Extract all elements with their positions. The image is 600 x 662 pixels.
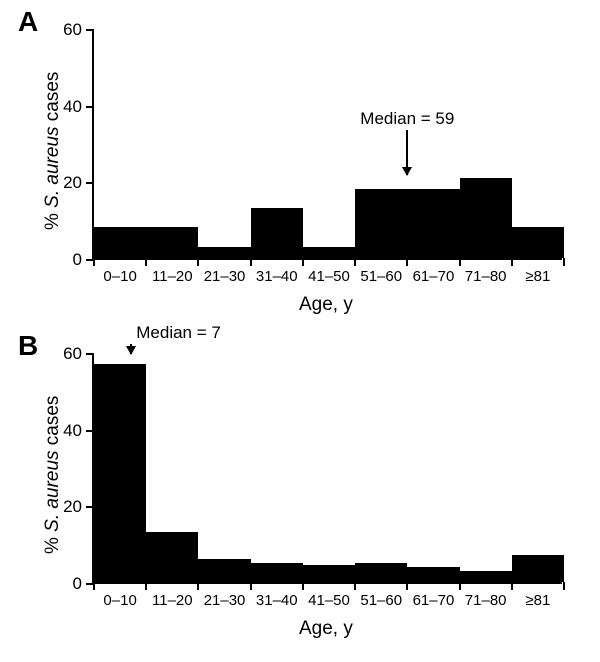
panel-a-y-axis-label: % S. aureus cases [42, 72, 64, 230]
x-tick [563, 258, 565, 266]
median-annotation: Median = 59 [360, 109, 454, 129]
bar [355, 189, 407, 258]
y-tick-label: 20 [63, 173, 82, 193]
x-tick [250, 582, 252, 590]
x-tick-label: 51–60 [360, 592, 402, 609]
x-tick [511, 258, 513, 266]
x-tick-label: ≥81 [525, 268, 550, 285]
bar [512, 555, 564, 582]
x-tick [563, 582, 565, 590]
y-label-italic: S. aureus [42, 126, 63, 207]
bar [146, 532, 198, 582]
median-arrow-icon [406, 130, 408, 176]
x-tick [93, 582, 95, 590]
panel-a-plot-area: % S. aureus cases Age, y 02040600–1011–2… [92, 30, 562, 260]
x-tick [197, 582, 199, 590]
x-tick-label: 0–10 [103, 268, 136, 285]
x-tick-label: 71–80 [465, 268, 507, 285]
y-label-prefix: % [42, 532, 63, 554]
x-tick [406, 582, 408, 590]
bar [251, 208, 303, 258]
y-tick-label: 20 [63, 497, 82, 517]
y-tick [86, 353, 94, 355]
x-tick [197, 258, 199, 266]
x-tick-label: 31–40 [256, 592, 298, 609]
panel-b-plot-area: % S. aureus cases Age, y 02040600–1011–2… [92, 354, 562, 584]
bar [460, 178, 512, 259]
x-tick [459, 258, 461, 266]
bar [407, 567, 459, 582]
bar [512, 227, 564, 258]
y-tick [86, 430, 94, 432]
panel-b-y-axis-label: % S. aureus cases [42, 396, 64, 554]
x-tick [354, 258, 356, 266]
y-tick [86, 182, 94, 184]
x-tick [406, 258, 408, 266]
bar [251, 563, 303, 582]
x-tick-label: 51–60 [360, 268, 402, 285]
y-label-suffix: cases [42, 396, 63, 451]
x-tick [145, 258, 147, 266]
x-tick-label: 0–10 [103, 592, 136, 609]
x-tick-label: 71–80 [465, 592, 507, 609]
x-tick [250, 258, 252, 266]
median-annotation: Median = 7 [136, 323, 221, 343]
y-tick-label: 40 [63, 421, 82, 441]
bar [198, 247, 250, 259]
panel-a: A % S. aureus cases Age, y 02040600–1011… [0, 0, 600, 330]
x-tick [302, 582, 304, 590]
y-tick [86, 506, 94, 508]
x-tick [145, 582, 147, 590]
y-tick [86, 29, 94, 31]
y-tick [86, 106, 94, 108]
bar [407, 189, 459, 258]
bar [303, 565, 355, 582]
panel-a-x-axis-label: Age, y [299, 294, 353, 316]
bar [460, 571, 512, 583]
x-tick-label: 41–50 [308, 592, 350, 609]
panel-a-label: A [18, 6, 38, 38]
x-tick-label: 21–30 [204, 592, 246, 609]
x-tick-label: 31–40 [256, 268, 298, 285]
y-label-italic: S. aureus [42, 450, 63, 531]
x-tick-label: ≥81 [525, 592, 550, 609]
figure: A % S. aureus cases Age, y 02040600–1011… [0, 0, 600, 662]
median-arrow-icon [130, 344, 132, 353]
panel-b: B % S. aureus cases Age, y 02040600–1011… [0, 330, 600, 662]
y-label-suffix: cases [42, 72, 63, 127]
x-tick-label: 61–70 [413, 268, 455, 285]
x-tick-label: 61–70 [413, 592, 455, 609]
y-label-prefix: % [42, 208, 63, 230]
x-tick [511, 582, 513, 590]
bar [94, 227, 146, 258]
x-tick [354, 582, 356, 590]
bar [94, 364, 146, 583]
y-tick-label: 60 [63, 344, 82, 364]
bar [355, 563, 407, 582]
bar [198, 559, 250, 582]
x-tick [93, 258, 95, 266]
bar [146, 227, 198, 258]
x-tick [302, 258, 304, 266]
y-tick-label: 60 [63, 20, 82, 40]
y-tick-label: 40 [63, 97, 82, 117]
x-tick-label: 21–30 [204, 268, 246, 285]
x-tick-label: 41–50 [308, 268, 350, 285]
y-tick-label: 0 [73, 574, 82, 594]
panel-b-label: B [18, 330, 38, 362]
x-tick-label: 11–20 [152, 592, 193, 609]
panel-b-x-axis-label: Age, y [299, 618, 353, 640]
x-tick [459, 582, 461, 590]
x-tick-label: 11–20 [152, 268, 193, 285]
bar [303, 247, 355, 259]
y-tick-label: 0 [73, 250, 82, 270]
